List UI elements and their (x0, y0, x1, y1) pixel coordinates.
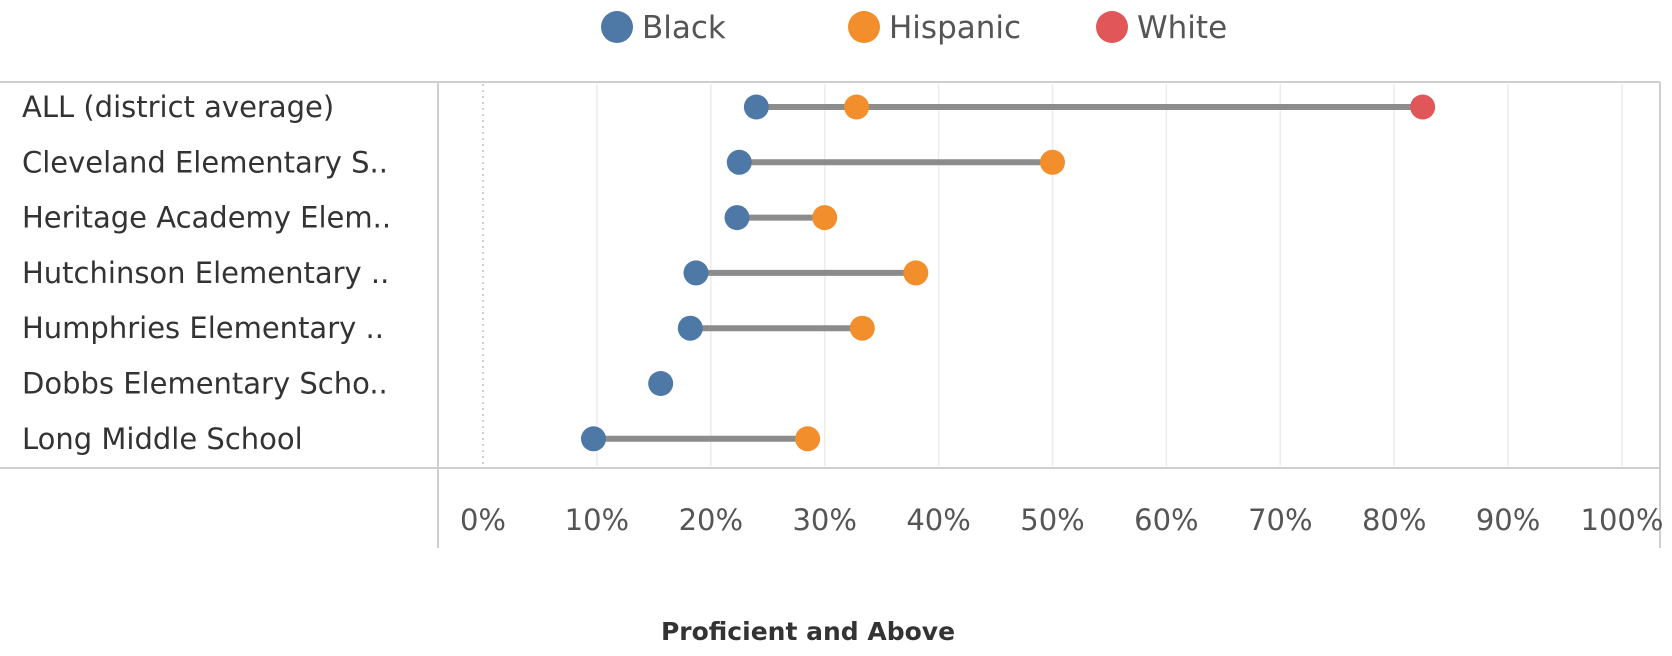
legend-label-hispanic[interactable]: Hispanic (889, 10, 1021, 46)
point-black-5[interactable] (648, 371, 674, 396)
x-tick-label-2: 20% (679, 503, 743, 537)
row-label-2: Heritage Academy Elem.. (22, 201, 391, 235)
point-hispanic-6[interactable] (795, 426, 821, 452)
legend[interactable]: Black Hispanic White (601, 10, 1227, 46)
row-labels: ALL (district average) Cleveland Elementa… (22, 90, 391, 456)
x-tick-label-8: 80% (1362, 503, 1426, 537)
row-label-0: ALL (district average) (22, 90, 334, 124)
x-tick-label-7: 70% (1248, 503, 1312, 537)
x-axis-title: Proficient and Above (661, 617, 955, 646)
x-axis-tick-labels: 0% 10% 20% 30% 40% 50% 60% 70% 80% 90% 100% (460, 503, 1663, 537)
legend-marker-white[interactable] (1096, 11, 1128, 43)
x-tick-label-1: 10% (565, 503, 629, 537)
x-tick-label-0: 0% (460, 503, 506, 537)
point-hispanic-2[interactable] (812, 205, 838, 231)
connector-lines (590, 104, 1426, 442)
point-white-0[interactable] (1410, 94, 1436, 120)
legend-marker-hispanic[interactable] (848, 11, 880, 43)
row-label-4: Humphries Elementary .. (22, 311, 384, 345)
row-label-5: Dobbs Elementary Scho.. (22, 367, 388, 401)
legend-label-white[interactable]: White (1137, 10, 1227, 46)
point-hispanic-3[interactable] (903, 260, 929, 286)
point-black-4[interactable] (677, 315, 703, 341)
chart-frame (0, 81, 1661, 548)
legend-marker-black[interactable] (601, 11, 633, 43)
point-black-6[interactable] (580, 426, 606, 452)
point-black-3[interactable] (683, 260, 709, 286)
x-tick-label-9: 90% (1476, 503, 1540, 537)
x-tick-label-5: 50% (1020, 503, 1084, 537)
legend-label-black[interactable]: Black (642, 10, 726, 46)
point-black-2[interactable] (724, 205, 750, 231)
point-black-1[interactable] (726, 149, 752, 175)
point-hispanic-0[interactable] (844, 94, 870, 120)
x-tick-label-10: 100% (1581, 503, 1664, 537)
point-hispanic-4[interactable] (849, 315, 875, 341)
x-tick-label-3: 30% (792, 503, 856, 537)
x-tick-label-6: 60% (1134, 503, 1198, 537)
row-label-6: Long Middle School (22, 422, 303, 456)
x-tick-label-4: 40% (906, 503, 970, 537)
data-points[interactable] (580, 94, 1436, 452)
row-label-3: Hutchinson Elementary .. (22, 256, 389, 290)
gridlines (482, 84, 1623, 466)
point-hispanic-1[interactable] (1040, 149, 1065, 175)
row-label-1: Cleveland Elementary S.. (22, 145, 388, 179)
point-black-0[interactable] (743, 94, 769, 120)
